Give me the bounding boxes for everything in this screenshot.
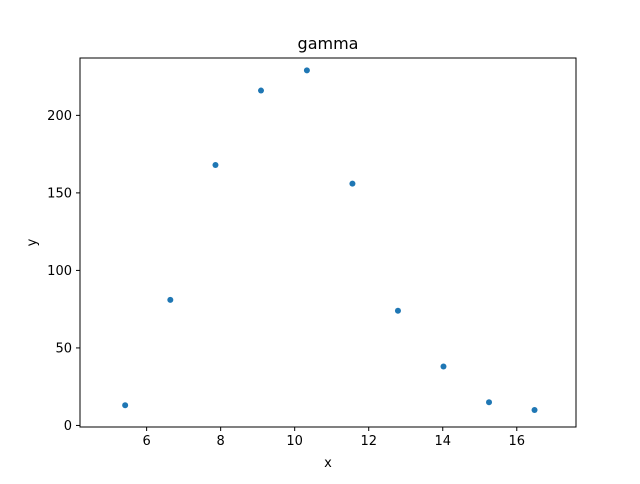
data-point [303, 67, 310, 74]
x-axis-ticks: 6 8 10 12 14 16 [142, 427, 525, 449]
x-tick-label: 10 [286, 434, 303, 449]
y-tick-label: 200 [47, 109, 72, 124]
x-axis-label: x [324, 456, 332, 471]
plot-frame [79, 57, 577, 428]
data-point [258, 87, 265, 94]
data-point [167, 296, 174, 303]
data-point [486, 399, 493, 406]
x-tick-label: 12 [360, 434, 377, 449]
y-axis-label: y [25, 238, 40, 246]
data-point [212, 161, 219, 168]
y-axis-ticks: 0 50 100 150 200 [47, 109, 80, 434]
data-point [394, 307, 401, 314]
x-tick-label: 6 [142, 434, 150, 449]
y-tick-label: 0 [64, 419, 72, 434]
data-point [349, 180, 356, 187]
y-tick-label: 100 [47, 264, 72, 279]
y-tick-label: 50 [55, 341, 72, 356]
data-point [531, 406, 538, 413]
x-tick-label: 14 [434, 434, 451, 449]
x-tick-label: 8 [217, 434, 225, 449]
x-tick-label: 16 [509, 434, 526, 449]
chart-title: gamma [298, 34, 359, 53]
data-point [122, 402, 129, 409]
plot-area [122, 67, 538, 413]
y-tick-label: 150 [47, 186, 72, 201]
data-point [440, 363, 447, 370]
